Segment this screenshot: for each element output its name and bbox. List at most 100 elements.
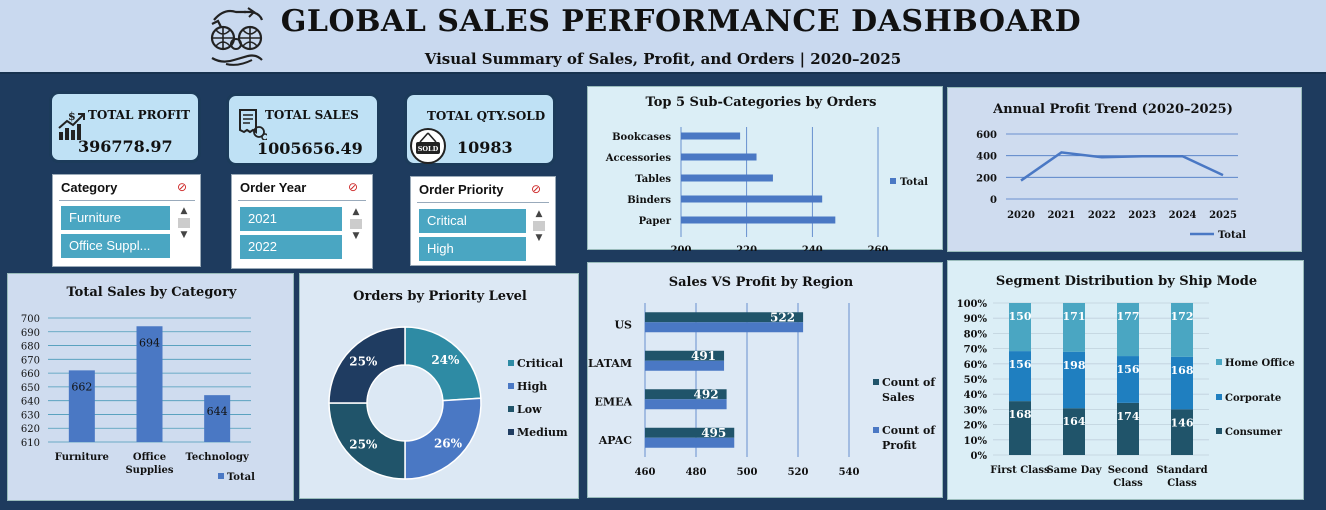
legend-swatch <box>508 406 514 412</box>
y-tick-label: 600 <box>976 130 997 141</box>
x-tick-label: 2023 <box>1128 210 1156 221</box>
scrollbar[interactable]: ▲ ▼ <box>177 206 191 261</box>
slicer-item[interactable]: 2022 <box>240 235 342 259</box>
data-label: 26% <box>434 436 463 450</box>
kpi-sales-value: 1005656.49 <box>257 139 363 158</box>
scroll-down-icon[interactable]: ▼ <box>180 230 188 240</box>
scroll-down-icon[interactable]: ▼ <box>535 233 543 243</box>
category-label: Second <box>1108 465 1149 476</box>
slicer-item[interactable]: 2021 <box>240 207 342 231</box>
kpi-qty-label: TOTAL QTY.SOLD <box>427 109 546 123</box>
stacked-bar-segment <box>1117 303 1139 357</box>
y-tick-label: 620 <box>21 424 40 435</box>
category-label: Binders <box>627 195 671 206</box>
y-tick-label: 400 <box>976 152 997 163</box>
y-tick-label: 680 <box>21 342 40 353</box>
category-label: Tables <box>635 174 671 185</box>
stacked-bar-segment <box>1063 408 1085 455</box>
category-label: Bookcases <box>612 132 671 143</box>
slicer-item[interactable]: High <box>419 237 526 261</box>
page-subtitle: Visual Summary of Sales, Profit, and Ord… <box>424 50 902 68</box>
category-bar-chart: 610 620 630 640 650 660 670 680 690 700 662 Furnitu… <box>21 314 255 483</box>
data-label: 694 <box>139 336 160 349</box>
scroll-thumb[interactable] <box>350 219 362 229</box>
category-label: Class <box>1167 478 1197 489</box>
legend-label: Total <box>1218 230 1246 241</box>
slicer-category[interactable]: Category ⊘ Furniture Office Suppl... ▲ ▼ <box>52 174 201 267</box>
x-tick-label: 220 <box>736 245 757 251</box>
data-label: 644 <box>207 405 228 418</box>
profit-growth-icon: $ <box>56 110 88 142</box>
sold-sign-icon: SOLD <box>410 128 446 164</box>
bar <box>645 437 735 448</box>
bar <box>645 360 725 371</box>
stacked-bar-segment <box>1171 303 1193 357</box>
slicer-item[interactable]: Office Suppl... <box>61 234 170 258</box>
scroll-thumb[interactable] <box>533 221 545 231</box>
bar <box>681 174 773 182</box>
data-label: 164 <box>1063 415 1086 428</box>
legend-swatch <box>508 429 514 435</box>
clear-filter-icon[interactable]: ⊘ <box>177 180 188 194</box>
slicer-divider <box>417 202 549 203</box>
bar <box>681 153 757 161</box>
category-label: Paper <box>639 216 672 227</box>
bar <box>68 370 95 442</box>
bar <box>645 399 727 410</box>
clear-filter-icon[interactable]: ⊘ <box>531 182 542 196</box>
chart-priority-panel: Orders by Priority Level 24% 26% 25% 25% Cri… <box>299 273 579 499</box>
legend-swatch <box>508 383 514 389</box>
y-tick-label: 640 <box>21 397 40 408</box>
legend-label: Low <box>517 403 542 416</box>
scrollbar[interactable]: ▲ ▼ <box>349 207 363 262</box>
y-tick-label: 100% <box>957 299 988 310</box>
scroll-thumb[interactable] <box>178 218 190 228</box>
y-tick-label: 60% <box>964 360 988 371</box>
chart-ship-panel: Segment Distribution by Ship Mode 0% 10% 2… <box>947 260 1304 500</box>
x-tick-label: 240 <box>802 245 823 251</box>
legend-label: Sales <box>882 391 914 404</box>
kpi-profit-label: TOTAL PROFIT <box>88 108 191 122</box>
scrollbar[interactable]: ▲ ▼ <box>532 209 546 264</box>
legend-swatch <box>218 473 224 479</box>
scroll-up-icon[interactable]: ▲ <box>352 207 360 217</box>
x-tick-label: 2024 <box>1169 210 1197 221</box>
x-tick-label: 2022 <box>1088 210 1116 221</box>
chart-title: Orders by Priority Level <box>353 289 527 304</box>
category-label: LATAM <box>588 357 632 370</box>
data-label: 156 <box>1009 358 1032 371</box>
legend-label: Critical <box>517 357 563 370</box>
kpi-qty-value: 10983 <box>457 138 513 157</box>
bar <box>681 216 836 224</box>
y-tick-label: 690 <box>21 328 40 339</box>
bar <box>681 132 741 140</box>
data-label: 25% <box>349 438 378 452</box>
sales-receipt-icon <box>237 108 269 141</box>
data-label: 146 <box>1171 416 1194 429</box>
chart-title: Total Sales by Category <box>66 285 237 300</box>
scroll-up-icon[interactable]: ▲ <box>535 209 543 219</box>
data-label: 171 <box>1063 310 1086 323</box>
y-tick-label: 0% <box>971 451 988 462</box>
x-tick-label: 460 <box>635 467 656 478</box>
slicer-order-year[interactable]: Order Year ⊘ 2021 2022 ▲ ▼ <box>231 174 373 269</box>
legend-label: Consumer <box>1225 427 1283 438</box>
chart-region-panel: Sales VS Profit by Region 460 480 500 520 54… <box>587 262 943 498</box>
slicer-item[interactable]: Furniture <box>61 206 170 230</box>
stacked-bar-segment <box>1117 356 1139 403</box>
scroll-down-icon[interactable]: ▼ <box>352 231 360 241</box>
slicer-order-priority[interactable]: Order Priority ⊘ Critical High ▲ ▼ <box>410 176 556 266</box>
bar <box>645 350 725 361</box>
category-label: APAC <box>598 434 633 447</box>
data-label: 174 <box>1117 410 1140 423</box>
kpi-profit-value: 396778.97 <box>78 137 173 156</box>
y-tick-label: 630 <box>21 410 40 421</box>
clear-filter-icon[interactable]: ⊘ <box>348 180 359 194</box>
slicer-item[interactable]: Critical <box>419 209 526 233</box>
chart-category-panel: Total Sales by Category 610 620 630 640 650 6… <box>7 273 294 501</box>
category-label: Class <box>1113 478 1143 489</box>
chart-top5-panel: Top 5 Sub-Categories by Orders 200 220 240… <box>587 86 943 251</box>
scroll-up-icon[interactable]: ▲ <box>180 206 188 216</box>
bar <box>645 322 804 333</box>
trend-line-chart: 0 200 400 600 2020 2021 2022 2023 2024 2025 Total <box>976 130 1246 241</box>
